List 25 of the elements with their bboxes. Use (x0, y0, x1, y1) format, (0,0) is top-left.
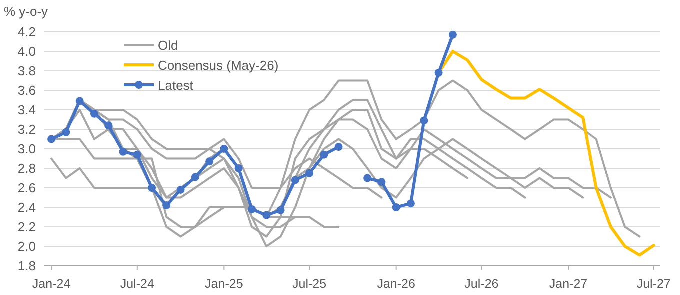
x-tick-label: Jul-27 (636, 277, 671, 291)
y-tick-label: 3.8 (18, 64, 36, 78)
y-tick-label: 2.8 (18, 161, 36, 176)
x-tick-label: Jan-25 (205, 277, 244, 291)
x-tick-label: Jul-26 (464, 277, 499, 291)
y-tick-label: 3.0 (18, 142, 36, 156)
x-tick-label: Jan-27 (549, 277, 588, 291)
y-tick-label: 2.2 (18, 220, 36, 234)
legend-label: Consensus (May-26) (158, 58, 279, 73)
y-tick-label: 3.2 (18, 122, 36, 137)
y-tick-label: 2.4 (18, 200, 36, 215)
y-tick-label: 3.4 (18, 102, 36, 118)
y-tick-label: 2.6 (18, 180, 36, 196)
y-tick-label: 3.6 (18, 83, 36, 98)
y-tick-label: 1.8 (18, 258, 36, 274)
legend-label: Old (158, 38, 178, 53)
x-tick-label: Jul-25 (292, 277, 327, 291)
y-tick-label: 4.2 (18, 24, 36, 40)
x-tick-label: Jan-26 (377, 277, 416, 291)
x-tick-label: Jul-24 (120, 277, 154, 291)
y-tick-label: 2.0 (18, 239, 36, 254)
y-tick-label: 4.0 (18, 44, 36, 59)
legend-label: Latest (158, 78, 194, 93)
y-axis-title: % y-o-y (4, 4, 49, 19)
x-tick-label: Jan-24 (32, 277, 71, 291)
